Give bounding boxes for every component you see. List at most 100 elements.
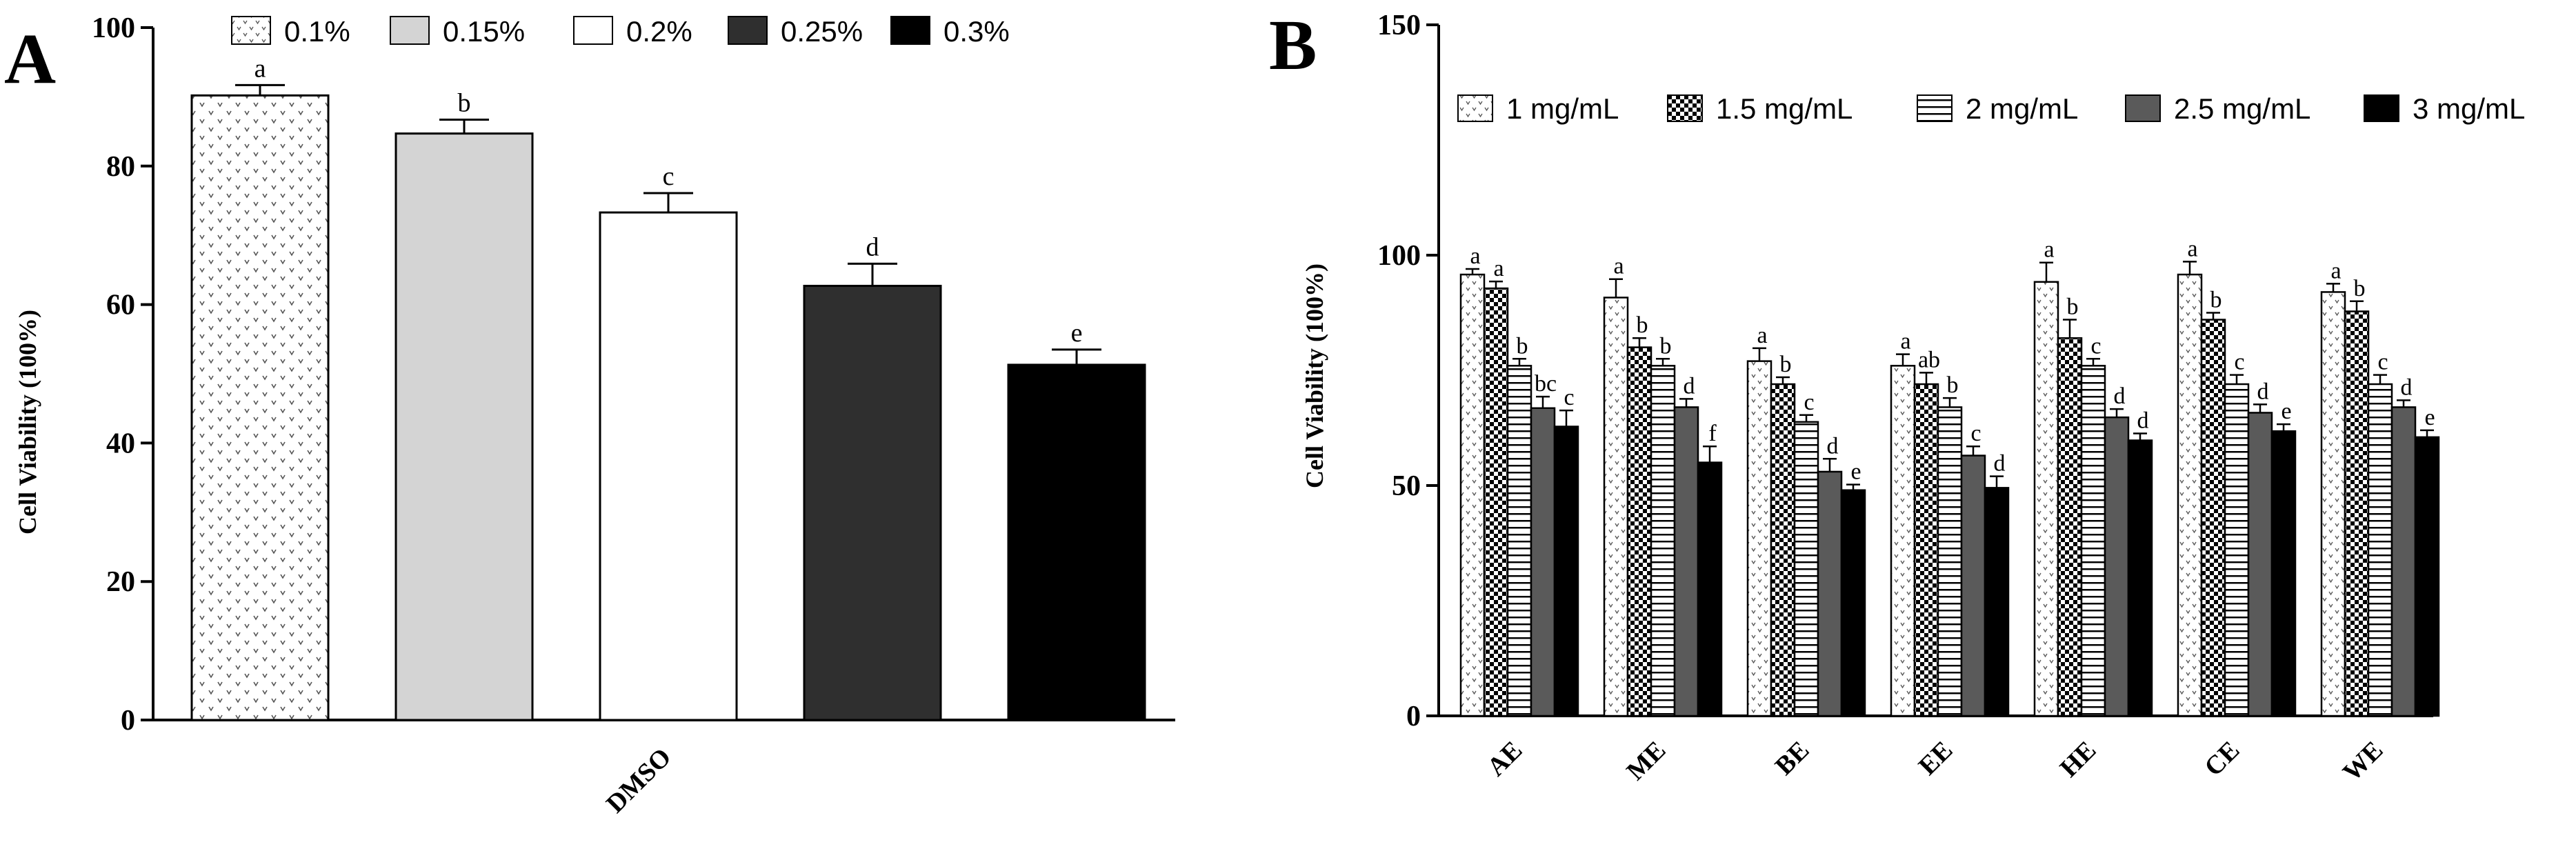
panel-b-significance-label: c (2234, 350, 2244, 375)
panel-b-ytick-label: 0 (1406, 701, 1421, 732)
panel-b-significance-label: a (2044, 237, 2054, 263)
panel-b-legend-label: 3 mg/mL (2413, 92, 2525, 125)
panel-b-significance-label: a (1470, 243, 1480, 269)
panel-a-categories: DMSO (601, 743, 677, 819)
panel-b-bar (1840, 489, 1866, 717)
panel-a-legend-label: 0.2% (626, 15, 692, 48)
panel-a-legend-swatch (390, 16, 430, 45)
panel-a-bar (1007, 363, 1146, 721)
panel-a-legend-swatch (890, 16, 930, 45)
panel-b-significance-label: d (1827, 433, 1839, 459)
panel-a-ytick-label: 0 (121, 705, 135, 737)
panel-b-significance-label: c (1804, 390, 1814, 415)
panel-a-bar (395, 132, 534, 721)
panel-b-bar (1984, 487, 2010, 717)
panel-b-bar (2390, 406, 2417, 717)
panel-a-letter: A (4, 19, 56, 99)
panel-b-bar (1553, 426, 1579, 717)
panel-a-legend-swatch (231, 16, 271, 45)
panel-b-significance-label: b (1637, 312, 1648, 338)
panel-a-bar (190, 94, 330, 721)
panel-a-significance-label: a (254, 54, 266, 83)
panel-b-category-label: CE (2199, 736, 2245, 782)
panel-b-significance-label: b (1780, 352, 1792, 377)
panel-a-ytick-label: 100 (92, 12, 135, 44)
panel-b-bar (1603, 297, 1629, 717)
panel-a-legend-label: 0.25% (781, 15, 863, 48)
panel-b-bar (2104, 416, 2130, 717)
panel-b-bar (2224, 383, 2250, 717)
panel-b-significance-label: a (2187, 236, 2197, 261)
panel-b-bar (1697, 461, 1723, 717)
panel-b-category-label: HE (2055, 736, 2102, 783)
panel-b-significance-label: e (2281, 399, 2291, 424)
panel-b-bar (2344, 310, 2370, 717)
panel-b-legend-label: 2 mg/mL (1966, 92, 2078, 125)
panel-a-bar (599, 211, 738, 721)
panel-b-legend-label: 1 mg/mL (1506, 92, 1619, 125)
panel-b-significance-label: ab (1918, 347, 1940, 372)
panel-b-category-label: EE (1913, 736, 1959, 781)
panel-b-bar (1650, 365, 1676, 717)
panel-b-ytick-label: 50 (1392, 470, 1421, 502)
panel-b-bar (1626, 346, 1653, 717)
panel-b-legend-swatch (2364, 94, 2399, 122)
panel-b-significance-label: a (1493, 256, 1504, 281)
panel-b-categories: AE ME BE EE HE CE WE (1481, 736, 2388, 788)
panel-b-bar (1913, 383, 1939, 717)
panel-b-legend-swatch (1667, 94, 1703, 122)
panel-b-bar (2367, 383, 2393, 717)
panel-b-significance-label: c (2377, 350, 2388, 375)
panel-b-significance-label: bc (1535, 371, 1557, 397)
panel-b-significance-label: d (2114, 383, 2126, 409)
panel-b-significance-label: b (2067, 294, 2079, 320)
panel-a-significance-label: c (663, 162, 675, 191)
panel-b-significance-label: d (1994, 451, 2006, 477)
panel-b-bar (1746, 360, 1773, 717)
panel-b-category-label: WE (2337, 736, 2389, 788)
panel-b-bar (2414, 436, 2440, 717)
panel-b-significance-label: a (1900, 329, 1910, 354)
panel-b-legend: 1 mg/mL 1.5 mg/mL 2 mg/mL 2.5 mg/mL 3 mg/mL (1457, 92, 2525, 125)
panel-b-significance-label: e (1850, 459, 1861, 485)
panel-b-letter: B (1269, 6, 1317, 85)
panel-a-bars: a b c d e (190, 54, 1146, 721)
panel-a-significance-label: b (458, 89, 471, 118)
panel-b-significance-label: e (2424, 405, 2435, 430)
panel-b-significance-label: a (1613, 254, 1624, 279)
panel-b-significance-label: c (2090, 333, 2101, 359)
panel-b-significance-label: d (2257, 379, 2269, 404)
panel-b-bar (1673, 406, 1699, 717)
panel-b-bar (1793, 421, 1819, 717)
panel-b-bar (2127, 439, 2153, 717)
panel-a-bar (803, 284, 942, 721)
panel-b-ytick-label: 150 (1377, 10, 1421, 41)
panel-a-legend-label: 0.1% (284, 15, 350, 48)
panel-b-bar (2200, 319, 2226, 717)
panel-b-ytick-label: 100 (1377, 240, 1421, 272)
panel-a-category-label: DMSO (601, 743, 677, 819)
panel-a-ytick-label: 60 (106, 290, 135, 321)
panel-b-bar (1890, 365, 1916, 717)
panel-b-significance-label: f (1708, 421, 1717, 446)
panel-a-ytick-label: 40 (106, 428, 135, 459)
panel-b-legend-swatch (2125, 94, 2161, 122)
panel-b-bar (1483, 287, 1509, 717)
panel-a-legend-swatch (573, 16, 613, 45)
panel-b-significance-label: d (2401, 374, 2413, 400)
panel-b-legend-label: 1.5 mg/mL (1716, 92, 1853, 125)
panel-b-bar (1960, 454, 1986, 717)
panel-b-significance-label: a (1757, 323, 1767, 348)
panel-b-significance-label: b (2354, 276, 2366, 301)
panel-b-legend-label: 2.5 mg/mL (2174, 92, 2310, 125)
panel-a-legend-label: 0.3% (943, 15, 1010, 48)
panel-b-y-axis-label: Cell Viability (100%) (1301, 263, 1328, 488)
panel-b-legend-swatch (1917, 94, 1953, 122)
panel-b-ticks: 0 50 100 150 (1377, 10, 1439, 732)
panel-b-category-label: BE (1770, 736, 1815, 781)
panel-b-significance-label: b (1517, 333, 1528, 359)
panel-b-significance-label: b (1660, 333, 1672, 359)
